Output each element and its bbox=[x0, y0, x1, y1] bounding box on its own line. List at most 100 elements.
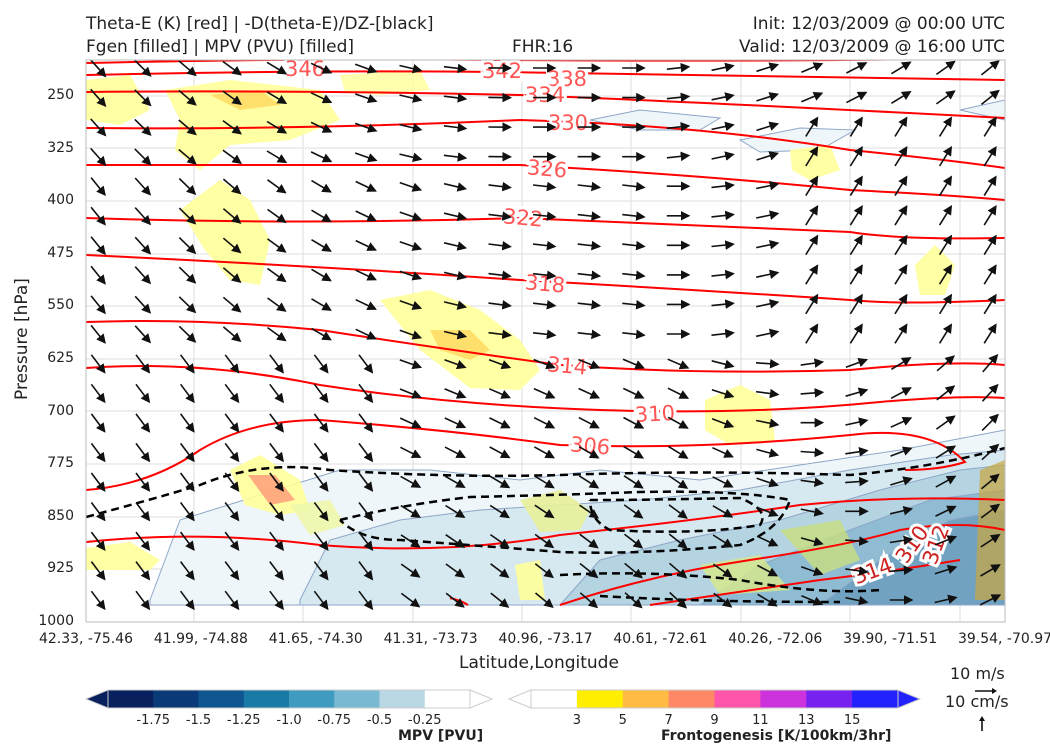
fgen-colorbar-title: Frontogenesis [K/100km/3hr] bbox=[661, 728, 892, 744]
plot-frame bbox=[85, 59, 1006, 623]
wind-arrow bbox=[224, 502, 240, 522]
wind-arrow bbox=[313, 531, 329, 551]
wind-arrow bbox=[310, 62, 333, 74]
wind-arrow bbox=[533, 211, 557, 221]
wind-arrow bbox=[622, 181, 646, 192]
wind-arrow bbox=[800, 447, 825, 458]
wind-arrow bbox=[983, 116, 997, 137]
wind-arrow bbox=[712, 505, 734, 518]
wind-arrow bbox=[400, 563, 421, 578]
wind-arrow bbox=[488, 388, 511, 399]
wind-arrow bbox=[224, 531, 240, 551]
wind-arrow bbox=[534, 504, 555, 519]
wind-arrow bbox=[980, 564, 1001, 577]
title-left-line2: Fgen [filled] | MPV (PVU) [filled] bbox=[86, 37, 355, 57]
wind-arrow bbox=[313, 561, 329, 581]
wind-arrow bbox=[443, 93, 468, 103]
wind-arrow bbox=[624, 533, 644, 549]
wind-arrow bbox=[355, 210, 377, 222]
wind-arrow bbox=[178, 60, 197, 77]
wind-arrow bbox=[756, 299, 780, 309]
wind-arrow bbox=[534, 533, 555, 549]
wind-arrow bbox=[90, 147, 107, 167]
wind-arrow bbox=[622, 211, 646, 221]
wind-arrow bbox=[890, 446, 913, 457]
y-tick-label: 850 bbox=[47, 507, 74, 524]
wind-arrow bbox=[800, 537, 824, 547]
wind-arrow bbox=[311, 239, 332, 252]
y-tick-label: 775 bbox=[47, 455, 74, 472]
wind-arrow bbox=[444, 417, 467, 429]
wind-arrow bbox=[980, 503, 1001, 519]
wind-arrow bbox=[443, 122, 468, 133]
wind-arrow bbox=[489, 475, 511, 489]
wind-arrow bbox=[134, 118, 152, 136]
wind-arrow bbox=[489, 533, 510, 549]
wind-arrow bbox=[267, 179, 287, 194]
wind-arrow bbox=[981, 413, 999, 431]
x-tick-label: 41.65, -74.30 bbox=[268, 631, 363, 647]
wind-arrow bbox=[443, 241, 468, 251]
wind-arrow bbox=[135, 442, 151, 463]
wind-arrow bbox=[310, 121, 333, 133]
wind-arrow bbox=[90, 354, 106, 374]
wind-arrow bbox=[578, 475, 600, 489]
wind-arrow bbox=[400, 534, 421, 548]
wind-arrow bbox=[805, 205, 819, 226]
wind-arrow bbox=[179, 561, 195, 581]
wind-arrow bbox=[577, 240, 602, 251]
wind-arrow bbox=[890, 387, 912, 400]
wind-arrow bbox=[443, 270, 468, 281]
wind-arrow bbox=[399, 93, 423, 103]
wind-arrow bbox=[805, 264, 819, 285]
wind-arrow bbox=[890, 61, 912, 75]
wind-arrow bbox=[668, 474, 689, 489]
wind-arrow bbox=[399, 152, 423, 163]
wind-arrow bbox=[711, 210, 735, 221]
wind-arrow bbox=[889, 506, 914, 516]
wind-arrow bbox=[805, 293, 819, 315]
wind-arrow bbox=[938, 205, 953, 226]
wind-arrow bbox=[90, 177, 106, 197]
wind-arrow bbox=[666, 92, 691, 103]
wind-arrow bbox=[358, 502, 374, 522]
wind-arrow bbox=[712, 563, 733, 578]
wind-arrow bbox=[849, 293, 863, 315]
wind-arrow bbox=[488, 270, 512, 281]
wind-arrow bbox=[313, 413, 329, 433]
wind-arrow bbox=[849, 175, 863, 197]
wind-arrow bbox=[889, 535, 914, 546]
wind-arrow bbox=[354, 93, 378, 104]
wind-arrow bbox=[846, 62, 868, 74]
wind-arrow bbox=[624, 562, 643, 579]
wind-arrow bbox=[935, 60, 956, 76]
wind-arrow bbox=[894, 175, 908, 197]
wind-arrow bbox=[267, 267, 287, 283]
wind-arrow bbox=[444, 359, 467, 370]
wind-arrow bbox=[711, 240, 735, 250]
y-tick-label: 325 bbox=[47, 139, 74, 156]
wind-arrow bbox=[358, 383, 374, 404]
wind-arrow bbox=[579, 592, 599, 609]
wind-arrow bbox=[400, 446, 422, 458]
wind-arrow bbox=[222, 119, 242, 135]
wind-arrow bbox=[668, 504, 688, 519]
wind-arrow bbox=[135, 354, 151, 374]
wind-arrow bbox=[578, 387, 601, 399]
wind-arrow bbox=[938, 145, 953, 167]
wind-arrow bbox=[222, 296, 242, 313]
wind-arrow bbox=[666, 62, 691, 73]
wind-arrow bbox=[533, 416, 556, 429]
wind-arrow bbox=[712, 534, 734, 548]
wind-arrow bbox=[224, 383, 240, 404]
wind-arrow bbox=[800, 358, 825, 368]
wind-arrow bbox=[489, 446, 511, 459]
wind-arrow bbox=[983, 205, 997, 226]
wind-arrow bbox=[178, 296, 197, 314]
wind-arrow bbox=[90, 590, 106, 611]
wind-arrow bbox=[179, 472, 195, 492]
wind-arrow bbox=[179, 442, 195, 463]
wind-arrow bbox=[533, 358, 556, 370]
wind-arrow bbox=[135, 590, 151, 611]
wind-arrow bbox=[846, 91, 868, 104]
